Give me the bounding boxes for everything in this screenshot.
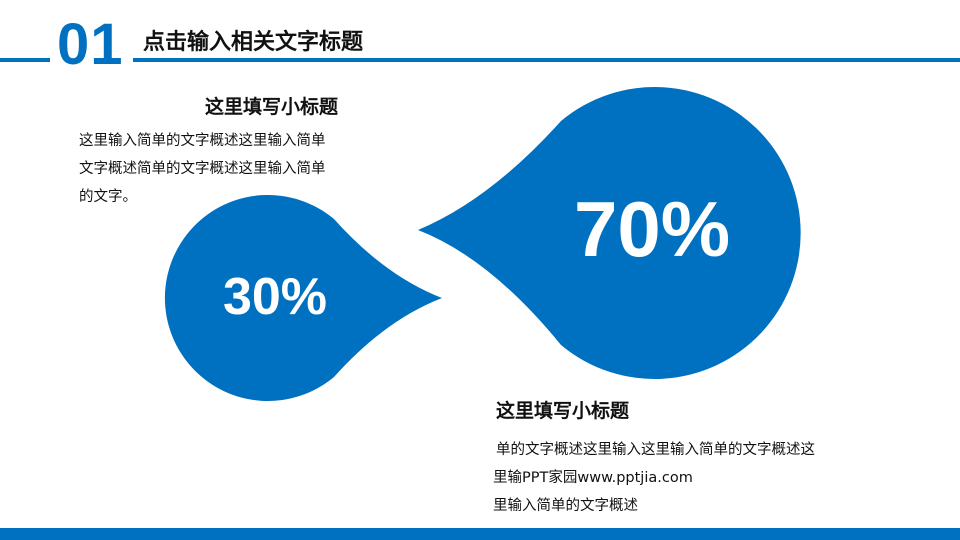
small-percentage: 30%	[223, 268, 327, 326]
left-line: 文字概述简单的文字概述这里输入简单	[79, 161, 326, 177]
large-teardrop	[418, 86, 801, 379]
left-subtitle: 这里填写小标题	[205, 96, 339, 118]
page-title: 点击输入相关文字标题	[143, 30, 364, 55]
right-line: 里输入简单的文字概述	[493, 498, 638, 514]
footer-bar	[0, 528, 960, 540]
header-line-right	[133, 58, 960, 62]
right-line: 里输PPT家园www.pptjia.com	[493, 470, 693, 486]
right-line: 单的文字概述这里输入这里输入简单的文字概述这	[496, 442, 815, 458]
right-subtitle: 这里填写小标题	[496, 400, 630, 422]
left-body-text: 这里输入简单的文字概述这里输入简单 文字概述简单的文字概述这里输入简单 的文字。	[79, 127, 326, 211]
left-line: 的文字。	[79, 189, 137, 205]
section-number: 01	[57, 12, 124, 77]
left-line: 这里输入简单的文字概述这里输入简单	[79, 133, 326, 149]
right-body-text: 单的文字概述这里输入这里输入简单的文字概述这 里输PPT家园www.pptjia…	[493, 436, 815, 520]
header-line-left	[0, 58, 50, 62]
large-percentage: 70%	[574, 185, 730, 273]
small-teardrop	[164, 194, 443, 401]
